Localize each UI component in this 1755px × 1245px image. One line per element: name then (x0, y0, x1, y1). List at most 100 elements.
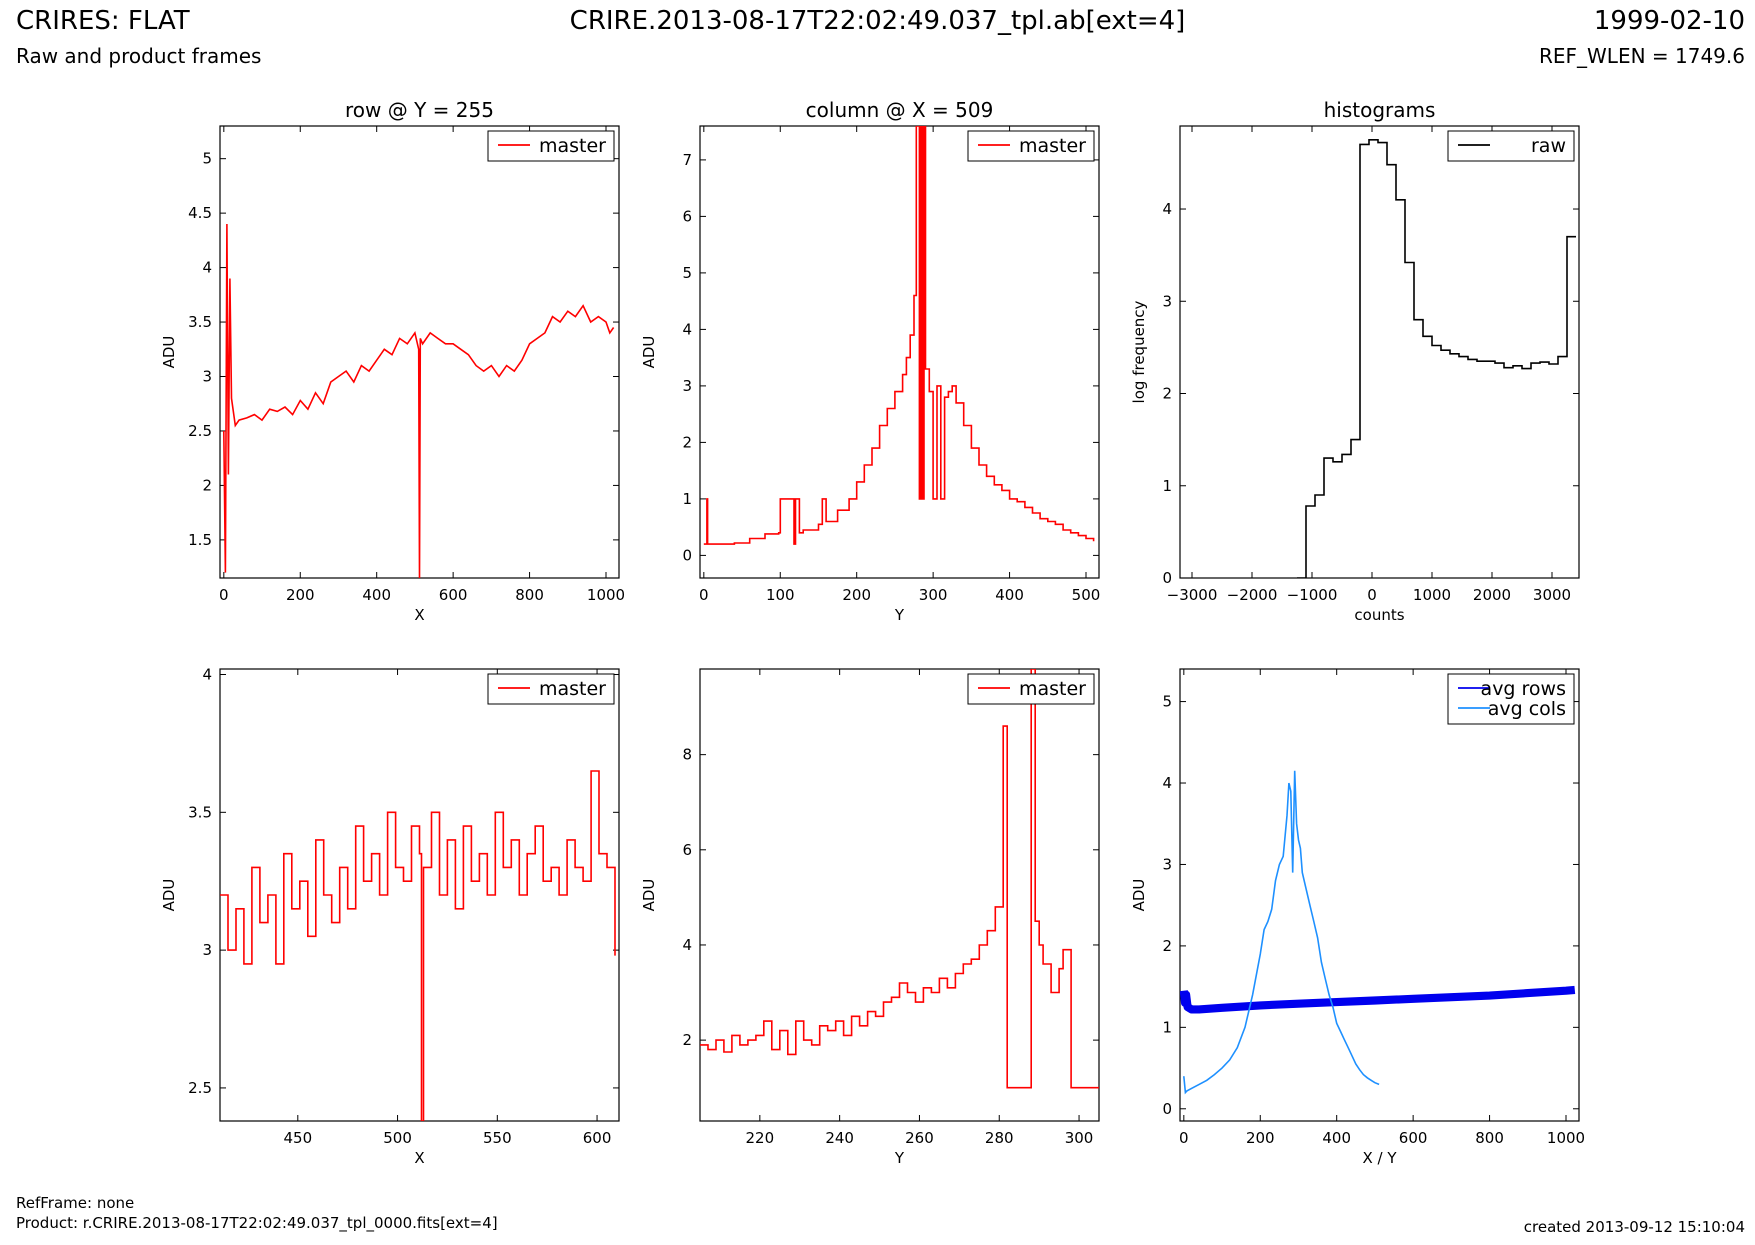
y-tick-label: 3 (1162, 855, 1172, 873)
y-tick-label: 5 (1162, 693, 1172, 711)
y-axis-label: ADU (1130, 879, 1148, 912)
panel-averages: 0 200 400 600 800 1000 0 1 2 3 4 5 X / Y ADU avg rowsa… (1130, 668, 1585, 1167)
y-tick-label: 2 (1162, 937, 1172, 955)
y-tick-label: 3.5 (188, 803, 212, 821)
x-tick-label: −2000 (1227, 586, 1278, 604)
x-tick-label: −1000 (1287, 586, 1338, 604)
panel-row-zoom: 450 500 550 600 2.5 3 3.5 4 X ADU master (160, 666, 620, 1167)
y-tick-label: 2.5 (188, 422, 212, 440)
y-axis-label: ADU (160, 879, 178, 912)
y-tick-label: 4 (202, 666, 212, 684)
x-tick-label: 2000 (1473, 586, 1511, 604)
plot-frame (1179, 125, 1580, 579)
legend-box (487, 673, 615, 705)
y-tick-label: 4 (1162, 200, 1172, 218)
x-tick-label: 500 (1072, 586, 1101, 604)
legend-box (967, 673, 1095, 705)
y-tick-label: 7 (682, 151, 692, 169)
y-tick-label: 3.5 (188, 313, 212, 331)
x-tick-label: 0 (1179, 1129, 1189, 1147)
y-tick-label: 4 (202, 259, 212, 277)
x-tick-label: 200 (842, 586, 871, 604)
x-tick-label: 3000 (1533, 586, 1571, 604)
y-tick-label: 4.5 (188, 204, 212, 222)
page-subtitle: Raw and product frames (16, 44, 262, 68)
x-tick-label: 400 (1322, 1129, 1351, 1147)
panel-column-zoom: 220 240 260 280 300 2 4 6 8 Y ADU master (640, 668, 1100, 1167)
panel-row: 0 200 400 600 800 1000 1.5 2 2.5 3 3.5 4 4.5 5 row @ Y… (160, 98, 625, 624)
series-line-master (223, 223, 615, 578)
y-tick-label: 2 (682, 433, 692, 451)
footer-product: Product: r.CRIRE.2013-08-17T22:02:49.037… (16, 1214, 498, 1232)
y-tick-label: 0 (1162, 569, 1172, 587)
panel-histograms: −3000 −2000 −1000 0 1000 2000 3000 0 1 2 3 4 histogr… (1130, 98, 1580, 624)
x-tick-label: 0 (699, 586, 709, 604)
y-tick-label: 4 (682, 936, 692, 954)
y-tick-label: 3 (202, 941, 212, 959)
y-tick-label: 1 (682, 490, 692, 508)
y-tick-label: 4 (682, 320, 692, 338)
legend-label: master (539, 678, 606, 700)
x-tick-label: 600 (439, 586, 468, 604)
x-tick-label: 200 (1246, 1129, 1275, 1147)
y-tick-label: 2 (1162, 385, 1172, 403)
x-tick-label: 500 (383, 1129, 412, 1147)
x-tick-label: 280 (985, 1129, 1014, 1147)
y-axis-label: ADU (160, 336, 178, 369)
x-axis-label: X (414, 1149, 424, 1167)
legend: master (487, 673, 615, 705)
legend-label: raw (1531, 135, 1566, 157)
y-tick-label: 3 (1162, 292, 1172, 310)
legend-box (1447, 130, 1575, 162)
legend-box (487, 130, 615, 162)
legend: master (967, 130, 1095, 162)
x-axis-label: Y (894, 1149, 905, 1167)
series-line-avg-rows (1180, 985, 1576, 1014)
x-tick-label: 800 (1475, 1129, 1504, 1147)
x-tick-label: 1000 (1547, 1129, 1585, 1147)
y-axis-label: ADU (640, 879, 658, 912)
y-tick-label: 0 (682, 546, 692, 564)
x-axis-label: X / Y (1362, 1149, 1397, 1167)
y-tick-label: 0 (1162, 1100, 1172, 1118)
legend-label: master (1019, 135, 1086, 157)
ref-wavelength: REF_WLEN = 1749.6 (1538, 44, 1745, 68)
x-tick-label: 300 (919, 586, 948, 604)
legend-label: avg cols (1488, 698, 1566, 720)
page-title: CRIRES: FLAT (16, 6, 190, 36)
legend-label: avg rows (1481, 678, 1566, 700)
legend: raw (1447, 130, 1575, 162)
x-tick-label: 260 (905, 1129, 934, 1147)
x-tick-label: 220 (746, 1129, 775, 1147)
panel-title: column @ X = 509 (806, 98, 994, 122)
y-tick-label: 5 (682, 264, 692, 282)
y-tick-label: 6 (682, 207, 692, 225)
x-tick-label: 400 (362, 586, 391, 604)
x-tick-label: 450 (283, 1129, 312, 1147)
series-line-avg-cols (1183, 770, 1380, 1095)
y-tick-label: 2.5 (188, 1079, 212, 1097)
y-tick-label: 8 (682, 746, 692, 764)
y-tick-label: 3 (202, 368, 212, 386)
plot-frame (699, 125, 1100, 579)
x-tick-label: 0 (1367, 586, 1377, 604)
series-line-master (703, 126, 1095, 545)
x-tick-label: 600 (1399, 1129, 1428, 1147)
x-tick-label: 1000 (587, 586, 625, 604)
y-tick-label: 2 (682, 1031, 692, 1049)
x-tick-label: 800 (515, 586, 544, 604)
x-tick-label: 240 (825, 1129, 854, 1147)
x-tick-label: 1000 (1413, 586, 1451, 604)
y-tick-label: 1 (1162, 477, 1172, 495)
legend-label: master (539, 135, 606, 157)
plot-frame (219, 668, 620, 1122)
x-tick-label: −3000 (1167, 586, 1218, 604)
legend-box (1447, 673, 1575, 725)
panel-column: 0 100 200 300 400 500 0 1 2 3 4 5 6 7 column @ X = 509… (640, 98, 1100, 624)
x-axis-label: X (414, 606, 424, 624)
legend-box (967, 130, 1095, 162)
y-tick-label: 1 (1162, 1018, 1172, 1036)
x-tick-label: 200 (286, 586, 315, 604)
y-tick-label: 2 (202, 476, 212, 494)
